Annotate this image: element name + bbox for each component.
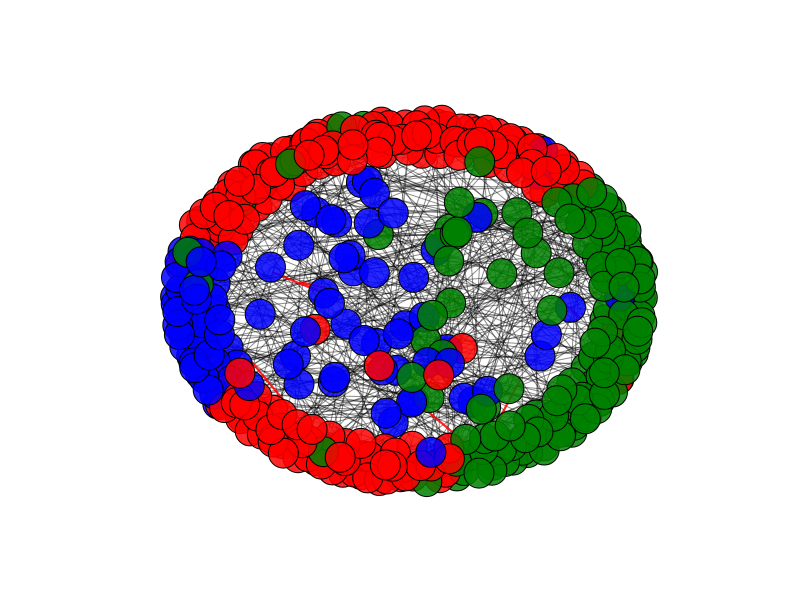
graph-node-green (554, 203, 586, 235)
graph-node-blue (255, 251, 286, 283)
graph-edge (274, 171, 615, 249)
graph-node-red (324, 441, 356, 473)
graph-node-green (608, 271, 640, 303)
graph-node-blue (185, 246, 217, 278)
graph-node-blue (289, 316, 321, 348)
graph-node-blue (289, 190, 321, 222)
graph-node-red (296, 413, 328, 445)
graph-node-green (494, 410, 526, 442)
graph-node-green (588, 357, 620, 389)
graph-node-blue (315, 204, 347, 236)
graph-edge (469, 128, 562, 433)
graph-edge (203, 209, 612, 379)
graph-edge (322, 126, 447, 452)
graph-node-blue (283, 229, 315, 261)
graph-edge (233, 233, 456, 241)
graph-edge (202, 342, 509, 390)
graph-edge (282, 330, 638, 429)
graph-node-green (464, 146, 496, 178)
graph-node-green (486, 258, 518, 290)
graph-node-red (213, 200, 245, 232)
graph-node-blue (272, 348, 304, 380)
graph-node-blue (348, 325, 380, 356)
graph-node-blue (244, 298, 276, 330)
graph-node-blue (382, 318, 414, 350)
graph-edge (193, 223, 582, 364)
graph-node-blue (415, 436, 447, 468)
graph-node-blue (328, 242, 360, 274)
graph-node-green (417, 299, 448, 331)
graph-node-green (465, 393, 497, 425)
graph-node-blue (377, 197, 409, 229)
graph-node-blue (398, 261, 430, 293)
graph-node-blue (370, 397, 402, 429)
graph-node-green (569, 403, 601, 435)
graph-node-red (369, 449, 401, 481)
graph-edge (189, 250, 469, 457)
graph-node-green (463, 457, 495, 489)
graph-node-green (433, 245, 465, 277)
graph-node-green (441, 216, 473, 248)
graph-node-red (224, 357, 256, 389)
graph-edge (531, 164, 539, 433)
graph-node-green (536, 294, 568, 326)
graph-node-blue (319, 361, 351, 393)
graph-node-green (512, 217, 544, 249)
graph-node-green (576, 177, 608, 208)
graph-node-blue (178, 274, 210, 306)
graph-node-red (223, 165, 255, 197)
graph-edge (248, 185, 292, 386)
graph-node-green (579, 327, 611, 359)
graph-node-red (363, 350, 395, 382)
graph-node-blue (204, 304, 236, 336)
graph-edge (207, 232, 529, 391)
graph-node-red (423, 359, 455, 391)
graph-node-red (337, 129, 369, 161)
graph-node-green (396, 361, 428, 393)
graph-edge (408, 149, 547, 336)
graph-edge (342, 153, 441, 473)
graph-edge (202, 309, 552, 343)
graph-node-red (401, 120, 433, 152)
graph-edge (325, 153, 469, 457)
graph-edge (204, 213, 465, 471)
graph-node-red (530, 156, 562, 187)
graph-node-blue (314, 287, 345, 319)
graph-edge (512, 141, 545, 451)
graph-edge (401, 138, 606, 321)
graph-node-green (493, 373, 525, 405)
graph-edge (200, 261, 469, 457)
graph-node-red (293, 139, 325, 171)
graph-node-green (541, 385, 573, 417)
graph-node-blue (359, 177, 390, 209)
graph-edge (228, 215, 616, 256)
graph-edge (345, 153, 503, 325)
graph-edge (215, 201, 558, 311)
graph-node-green (543, 257, 575, 289)
node-layer (160, 104, 658, 498)
graph-node-green (622, 315, 654, 347)
graph-node-green (443, 186, 475, 218)
graph-node-blue (358, 257, 390, 289)
